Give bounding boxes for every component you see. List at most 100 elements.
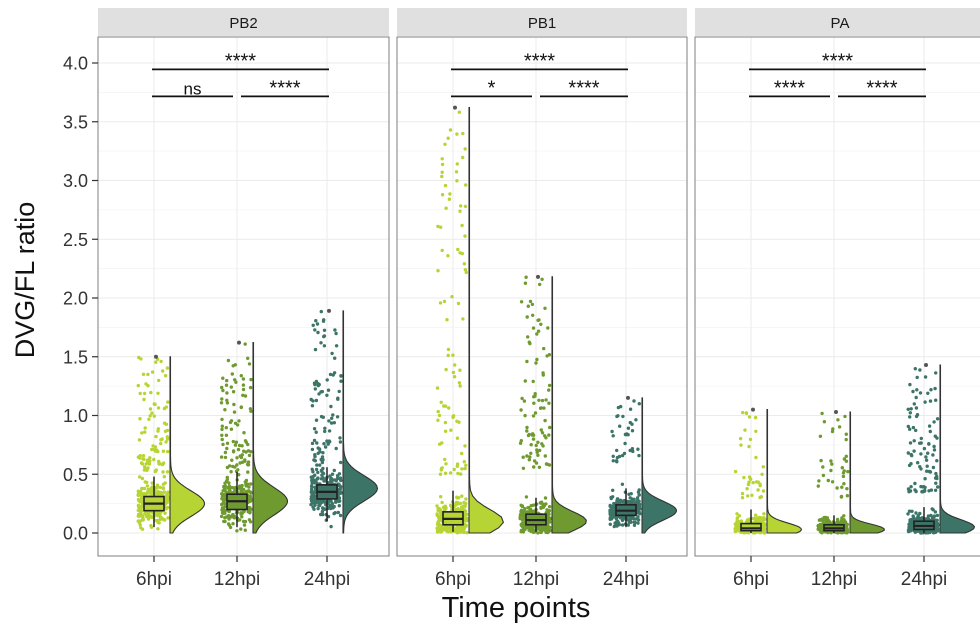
- data-point: [924, 455, 928, 459]
- data-point: [615, 498, 619, 502]
- data-point: [148, 414, 152, 418]
- data-point: [322, 442, 326, 446]
- data-point: [239, 485, 244, 489]
- data-point: [136, 489, 140, 493]
- data-point: [325, 439, 329, 443]
- data-point: [927, 442, 931, 446]
- data-point: [141, 514, 145, 519]
- data-point: [519, 408, 523, 412]
- significance-label: ****: [225, 50, 256, 72]
- data-point: [242, 449, 246, 453]
- data-point: [608, 522, 612, 526]
- data-point: [157, 378, 161, 383]
- data-point: [455, 132, 459, 136]
- data-point: [525, 425, 529, 430]
- data-point: [448, 471, 453, 475]
- data-point: [140, 476, 145, 481]
- data-point: [912, 449, 916, 453]
- data-point: [461, 131, 465, 136]
- data-point: [442, 299, 447, 304]
- data-point: [327, 429, 332, 433]
- data-point: [533, 411, 538, 415]
- data-point: [219, 401, 224, 405]
- group-12hpi: [518, 274, 587, 535]
- data-point: [543, 418, 547, 423]
- data-point: [457, 110, 461, 114]
- data-point: [225, 401, 230, 405]
- data-point: [313, 473, 317, 477]
- data-point: [825, 516, 830, 520]
- x-tick-label: 6hpi: [733, 569, 769, 590]
- data-point: [239, 511, 243, 515]
- significance-bracket: ****: [540, 77, 628, 99]
- data-point: [221, 510, 226, 514]
- data-point: [751, 480, 755, 485]
- data-point: [934, 371, 938, 375]
- data-point: [139, 461, 144, 465]
- data-point: [911, 425, 916, 430]
- data-point: [913, 481, 917, 486]
- data-point: [234, 440, 239, 444]
- data-point: [146, 513, 151, 517]
- data-point: [459, 472, 463, 476]
- data-point: [221, 388, 225, 393]
- data-point: [225, 391, 229, 395]
- data-point: [920, 489, 924, 494]
- data-point: [741, 410, 745, 415]
- data-point: [243, 519, 248, 524]
- data-point: [457, 502, 461, 506]
- data-point: [759, 519, 764, 523]
- data-point: [754, 429, 758, 433]
- data-point: [934, 519, 938, 523]
- data-point: [336, 396, 340, 400]
- data-point: [249, 491, 253, 495]
- data-point: [735, 516, 739, 520]
- data-point: [611, 454, 615, 458]
- data-point: [932, 444, 936, 449]
- data-point: [232, 402, 236, 407]
- data-point: [237, 473, 241, 477]
- data-point: [536, 453, 540, 457]
- data-point: [309, 397, 313, 402]
- facet-strip-label: PB2: [229, 15, 257, 32]
- data-point: [220, 417, 224, 422]
- data-point: [914, 511, 918, 515]
- data-point: [460, 251, 464, 256]
- data-point: [531, 313, 535, 317]
- data-point: [310, 478, 314, 483]
- data-point: [818, 524, 822, 528]
- data-point: [165, 499, 169, 503]
- data-point: [462, 460, 466, 464]
- data-point: [237, 443, 242, 448]
- data-point: [444, 206, 448, 210]
- group-6hpi: [136, 354, 206, 534]
- data-point: [311, 470, 315, 474]
- data-point: [455, 179, 459, 183]
- data-point: [221, 442, 225, 447]
- data-point: [155, 518, 160, 523]
- data-point: [238, 518, 242, 522]
- data-point: [440, 466, 444, 470]
- data-point: [319, 390, 323, 394]
- data-point: [547, 520, 551, 524]
- facet-panel-pb2: PB2 ns **** **** 6hpi 12hpi 24hpi: [97, 8, 390, 590]
- data-point: [316, 506, 320, 511]
- data-point: [819, 458, 823, 463]
- data-point: [739, 443, 743, 447]
- data-point: [437, 523, 441, 527]
- data-point: [531, 433, 536, 437]
- data-point: [636, 490, 641, 494]
- data-point: [461, 507, 465, 512]
- data-point: [152, 447, 156, 452]
- data-point: [332, 478, 336, 482]
- data-point: [610, 429, 614, 434]
- data-point: [333, 356, 337, 360]
- data-point: [754, 455, 758, 460]
- data-point: [162, 475, 166, 479]
- data-point: [527, 525, 532, 530]
- significance-bracket: ****: [152, 50, 329, 72]
- data-point: [161, 482, 166, 486]
- data-point: [440, 162, 445, 167]
- data-point: [143, 430, 147, 434]
- data-point: [546, 530, 551, 534]
